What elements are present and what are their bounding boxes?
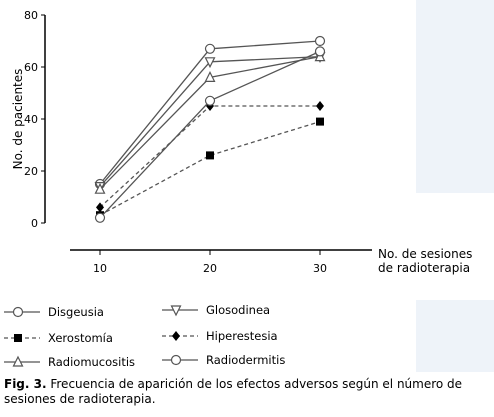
legend-marker bbox=[12, 306, 24, 318]
data-point-radiodermitis bbox=[204, 95, 216, 106]
legend-item-glosodinea: Glosodinea bbox=[162, 303, 270, 317]
legend-item-disgeusia: Disgeusia bbox=[4, 305, 104, 319]
background-panel-top bbox=[416, 0, 494, 193]
legend-label: Radiomucositis bbox=[48, 355, 135, 369]
series-radiomucositis bbox=[94, 50, 326, 194]
caption-label: Fig. 3. bbox=[4, 377, 47, 391]
legend-label: Glosodinea bbox=[206, 303, 270, 317]
legend-item-radiomucositis: Radiomucositis bbox=[4, 355, 135, 369]
data-point-radiomucositis bbox=[94, 182, 106, 194]
legend-marker bbox=[172, 331, 180, 341]
data-point-hiperestesia bbox=[96, 202, 104, 213]
series-line-xerostomia bbox=[99, 120, 321, 216]
y-tick-label: 80 bbox=[24, 9, 38, 22]
data-point-glosodinea bbox=[204, 57, 216, 69]
data-point-disgeusia bbox=[314, 35, 326, 47]
x-axis-label-line2: de radioterapia bbox=[378, 261, 470, 275]
legend-label: Disgeusia bbox=[48, 305, 104, 319]
y-tick-label: 60 bbox=[24, 61, 38, 74]
figure-caption: Fig. 3. Frecuencia de aparición de los e… bbox=[4, 377, 490, 407]
legend-marker bbox=[14, 334, 22, 342]
caption-text: Frecuencia de aparición de los efectos a… bbox=[4, 377, 463, 406]
y-tick-label: 0 bbox=[31, 217, 38, 230]
series-layer bbox=[94, 35, 326, 223]
axes: 0 20 40 60 80 No. de pacientes 10 20 30 No. de se… bbox=[11, 9, 472, 275]
y-tick-label: 20 bbox=[24, 165, 38, 178]
x-tick-label: 10 bbox=[93, 262, 107, 275]
x-tick-label: 30 bbox=[313, 262, 327, 275]
background-panel-bottom bbox=[416, 300, 494, 372]
legend-label: Xerostomía bbox=[48, 331, 113, 345]
legend-item-radiodermitis: Radiodermitis bbox=[162, 353, 285, 367]
data-point-radiodermitis bbox=[314, 46, 326, 57]
data-point-xerostomia bbox=[206, 151, 214, 160]
y-axis-label: No. de pacientes bbox=[11, 69, 25, 170]
y-tick-label: 40 bbox=[24, 113, 38, 126]
legend-marker bbox=[170, 354, 182, 366]
data-point-disgeusia bbox=[204, 43, 216, 54]
legend-marker bbox=[170, 305, 182, 317]
legend-item-hiperestesia: Hiperestesia bbox=[162, 329, 278, 343]
legend-label: Hiperestesia bbox=[206, 329, 278, 343]
series-xerostomia bbox=[96, 117, 324, 220]
data-point-radiomucositis bbox=[204, 71, 216, 83]
legend: Disgeusia Glosodinea Xerostomía Hiperestesi… bbox=[4, 303, 285, 369]
series-radiodermitis bbox=[94, 46, 326, 223]
legend-label: Radiodermitis bbox=[206, 353, 285, 367]
legend-item-xerostomia: Xerostomía bbox=[4, 331, 113, 345]
legend-marker bbox=[12, 355, 24, 367]
data-point-radiodermitis bbox=[94, 212, 106, 223]
x-tick-label: 20 bbox=[203, 262, 217, 275]
data-point-hiperestesia bbox=[316, 101, 324, 111]
x-axis-label-line1: No. de sesiones bbox=[378, 247, 472, 261]
data-point-xerostomia bbox=[316, 117, 324, 126]
